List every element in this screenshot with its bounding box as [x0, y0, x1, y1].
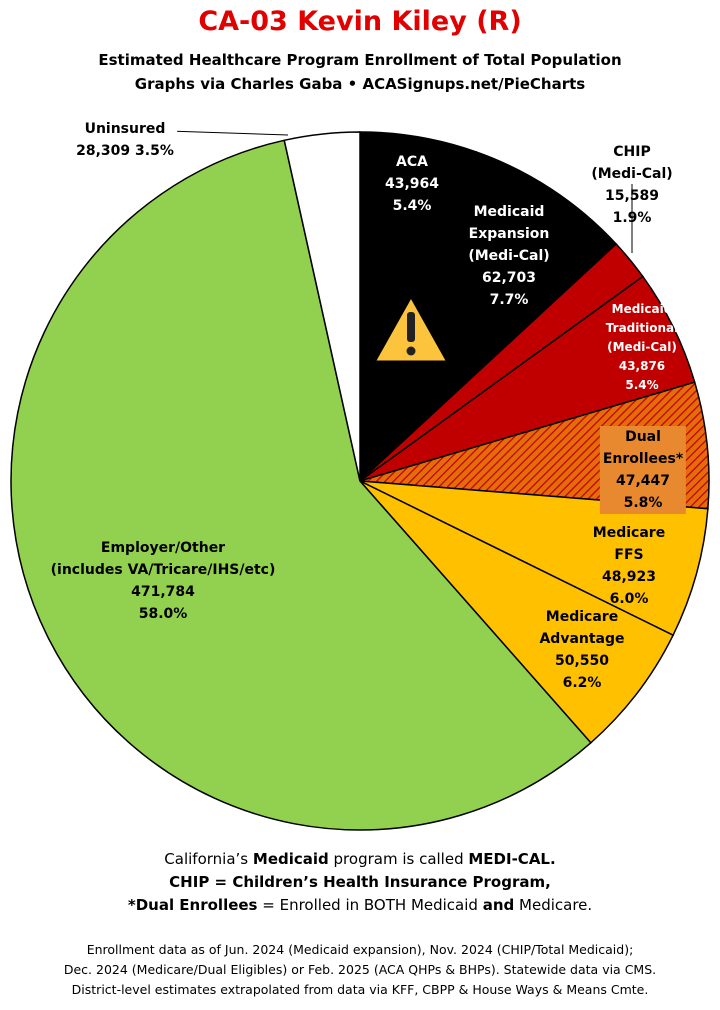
- category-label: Medicaid Expansion (Medi-Cal): [468, 204, 550, 264]
- pie-slice: [283, 131, 361, 482]
- value-label: 47,447: [615, 473, 671, 489]
- footnote: *Dual Enrollees = Enrolled in BOTH Medic…: [0, 896, 720, 914]
- pie-slice: [10, 139, 592, 831]
- share-label: 5.4%: [392, 198, 432, 214]
- chart-subtitle: Graphs via Charles Gaba • ACASignups.net…: [134, 75, 586, 93]
- value-label: 15,589: [604, 188, 660, 204]
- footnote-text: and: [482, 896, 515, 914]
- value-label: 48,923: [601, 569, 657, 585]
- chart-title: CA-03 Kevin Kiley (R): [198, 6, 522, 37]
- slice-label: Uninsured 28,309 3.5%: [73, 118, 177, 162]
- slice-label: ACA 43,964 5.4%: [385, 151, 439, 217]
- share-label: 5.4%: [625, 378, 659, 392]
- pie-slice: [359, 150, 618, 482]
- source-note: Enrollment data as of Jun. 2024 (Medicai…: [86, 942, 634, 957]
- value-label: 50,550: [554, 653, 610, 669]
- footnote-text: = Enrolled in BOTH Medicaid: [257, 896, 483, 914]
- category-label: CHIP (Medi-Cal): [591, 144, 673, 182]
- value-label: 43,964: [384, 176, 440, 192]
- category-label: Medicaid Traditional (Medi-Cal): [605, 302, 679, 354]
- footnote-text: MEDI-CAL.: [468, 850, 556, 868]
- pie: [10, 131, 710, 831]
- value-label: 43,876: [618, 359, 666, 373]
- category-label: Employer/Other (includes VA/Tricare/IHS/…: [50, 540, 276, 578]
- value-label: 471,784: [131, 584, 195, 600]
- warning-icon: [372, 294, 450, 364]
- footnote-text: Medicaid: [252, 850, 329, 868]
- slice-label: Dual Enrollees* 47,447 5.8%: [599, 426, 687, 514]
- footnote-text: program is called: [328, 850, 469, 868]
- value-label: 62,703: [481, 270, 537, 286]
- source-note: Dec. 2024 (Medicare/Dual Eligibles) or F…: [63, 962, 657, 977]
- category-label: Dual Enrollees*: [602, 429, 684, 467]
- share-label: 7.7%: [489, 292, 529, 308]
- slice-label: Employer/Other (includes VA/Tricare/IHS/…: [51, 537, 276, 625]
- slice-label: Medicare Advantage 50,550 6.2%: [539, 606, 624, 694]
- footnote-text: California’s: [164, 850, 253, 868]
- category-label: Uninsured: [84, 121, 166, 137]
- share-label: 58.0%: [138, 606, 188, 622]
- pie-slice: [359, 480, 709, 637]
- category-label: ACA: [396, 154, 428, 170]
- footnote: CHIP = Children’s Health Insurance Progr…: [0, 873, 720, 891]
- footnote-text: Medicare.: [514, 896, 593, 914]
- footnote-text: *Dual Enrollees: [127, 896, 258, 914]
- share-label: 6.2%: [562, 675, 602, 691]
- share-label: 5.8%: [623, 495, 663, 511]
- slice-label: Medicare FFS 48,923 6.0%: [584, 522, 675, 610]
- slice-label: Medicaid Traditional (Medi-Cal) 43,876 5.4…: [606, 300, 678, 395]
- value-label: 28,309: [76, 143, 131, 159]
- footnote-text: CHIP = Children’s Health Insurance Progr…: [169, 873, 551, 891]
- category-label: Medicare Advantage: [539, 609, 625, 647]
- share-label: 1.9%: [612, 210, 652, 226]
- chart-subtitle: Estimated Healthcare Program Enrollment …: [98, 51, 622, 69]
- pie-slice: [359, 480, 675, 744]
- category-label: Medicare FFS: [592, 525, 666, 563]
- share-label: 6.0%: [609, 591, 649, 607]
- slice-label: CHIP (Medi-Cal) 15,589 1.9%: [588, 141, 676, 229]
- leader-line: [167, 130, 289, 136]
- source-note: District-level estimates extrapolated fr…: [71, 982, 649, 997]
- footnote: California’s Medicaid program is called …: [0, 850, 720, 868]
- slice-label: Medicaid Expansion (Medi-Cal) 62,703 7.7%: [468, 201, 549, 311]
- share-label: 3.5%: [135, 143, 174, 159]
